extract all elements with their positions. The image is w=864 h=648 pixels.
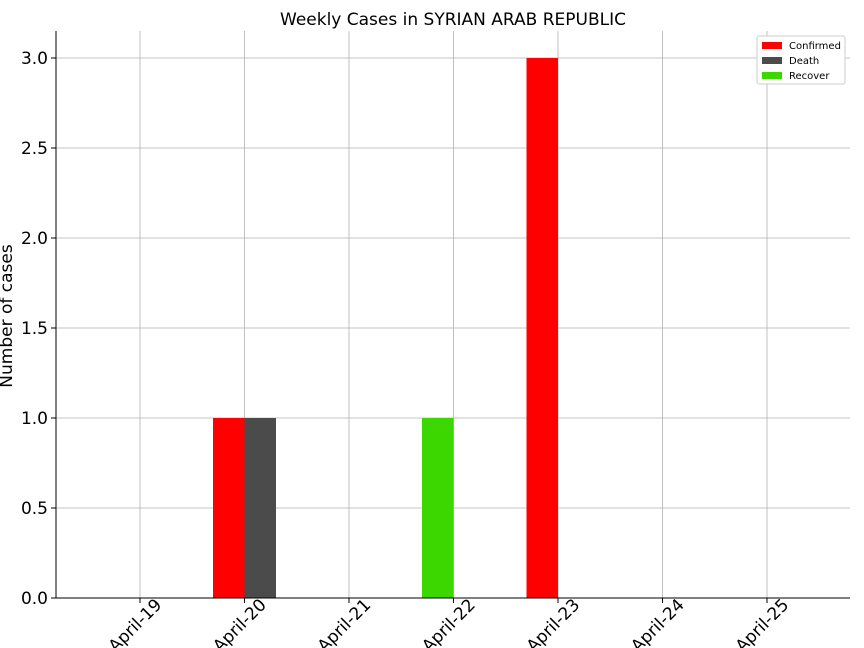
legend: Confirmed Death Recover [756, 35, 846, 85]
legend-label-death: Death [789, 56, 819, 67]
x-tick-label: April-23 [523, 595, 584, 648]
y-axis-label: Number of cases [0, 244, 17, 388]
x-tick-label: April-24 [627, 595, 688, 648]
bars [213, 58, 558, 598]
bar-death-april-20 [244, 418, 276, 598]
bar-recover-april-22 [422, 418, 454, 598]
x-ticks: April-19 April-20 April-21 April-22 April-23… [105, 595, 793, 648]
y-tick-label: 1.0 [21, 409, 48, 429]
chart-title: Weekly Cases in SYRIAN ARAB REPUBLIC [280, 10, 626, 30]
y-ticks: 0.0 0.5 1.0 1.5 2.0 2.5 3.0 [21, 49, 56, 609]
legend-swatch-death [762, 57, 782, 64]
y-tick-label: 2.0 [21, 229, 48, 249]
y-tick-label: 1.5 [21, 319, 48, 339]
x-tick-label: April-20 [209, 595, 270, 648]
legend-swatch-recover [762, 72, 782, 79]
x-tick-label: April-25 [732, 595, 793, 648]
x-tick-label: April-21 [314, 595, 375, 648]
legend-label-confirmed: Confirmed [789, 41, 841, 52]
legend-label-recover: Recover [789, 71, 830, 82]
x-tick-label: April-19 [105, 595, 166, 648]
bar-confirmed-april-20 [213, 418, 245, 598]
y-tick-label: 0.0 [21, 589, 48, 609]
y-tick-label: 2.5 [21, 139, 48, 159]
x-tick-label: April-22 [418, 595, 479, 648]
legend-swatch-confirmed [762, 42, 782, 49]
bar-confirmed-april-23 [526, 58, 558, 598]
y-tick-label: 3.0 [21, 49, 48, 69]
y-tick-label: 0.5 [21, 499, 48, 519]
